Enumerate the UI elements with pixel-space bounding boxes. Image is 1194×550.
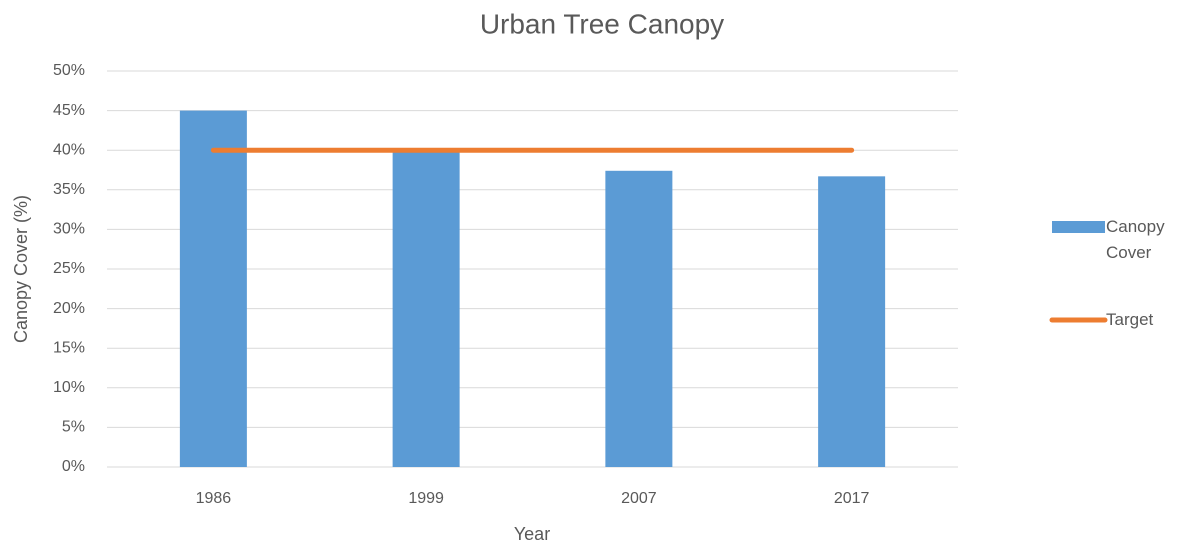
- y-tick-label: 15%: [53, 339, 85, 356]
- y-tick-label: 20%: [53, 300, 85, 317]
- y-tick-label: 0%: [62, 458, 85, 475]
- legend-swatch: [1052, 221, 1105, 233]
- bar: [605, 170, 673, 468]
- y-tick-label: 30%: [53, 221, 85, 238]
- y-tick-label: 25%: [53, 260, 85, 277]
- chart-title: Urban Tree Canopy: [480, 8, 724, 39]
- bar: [392, 148, 460, 467]
- bar: [818, 176, 886, 467]
- y-tick-label: 10%: [53, 379, 85, 396]
- y-tick-label: 35%: [53, 181, 85, 198]
- x-tick-label: 2017: [834, 490, 870, 507]
- y-tick-label: 5%: [62, 419, 85, 436]
- legend-label: Target: [1106, 310, 1154, 329]
- x-tick-label: 1986: [196, 490, 232, 507]
- x-axis-title: Year: [514, 524, 550, 544]
- y-tick-label: 50%: [53, 62, 85, 79]
- y-tick-label: 40%: [53, 141, 85, 158]
- x-tick-label: 2007: [621, 490, 657, 507]
- y-tick-label: 45%: [53, 102, 85, 119]
- y-axis-title: Canopy Cover (%): [11, 195, 31, 343]
- legend-label: Canopy Cover: [1106, 217, 1165, 262]
- bar: [179, 110, 247, 467]
- x-tick-label: 1999: [408, 490, 444, 507]
